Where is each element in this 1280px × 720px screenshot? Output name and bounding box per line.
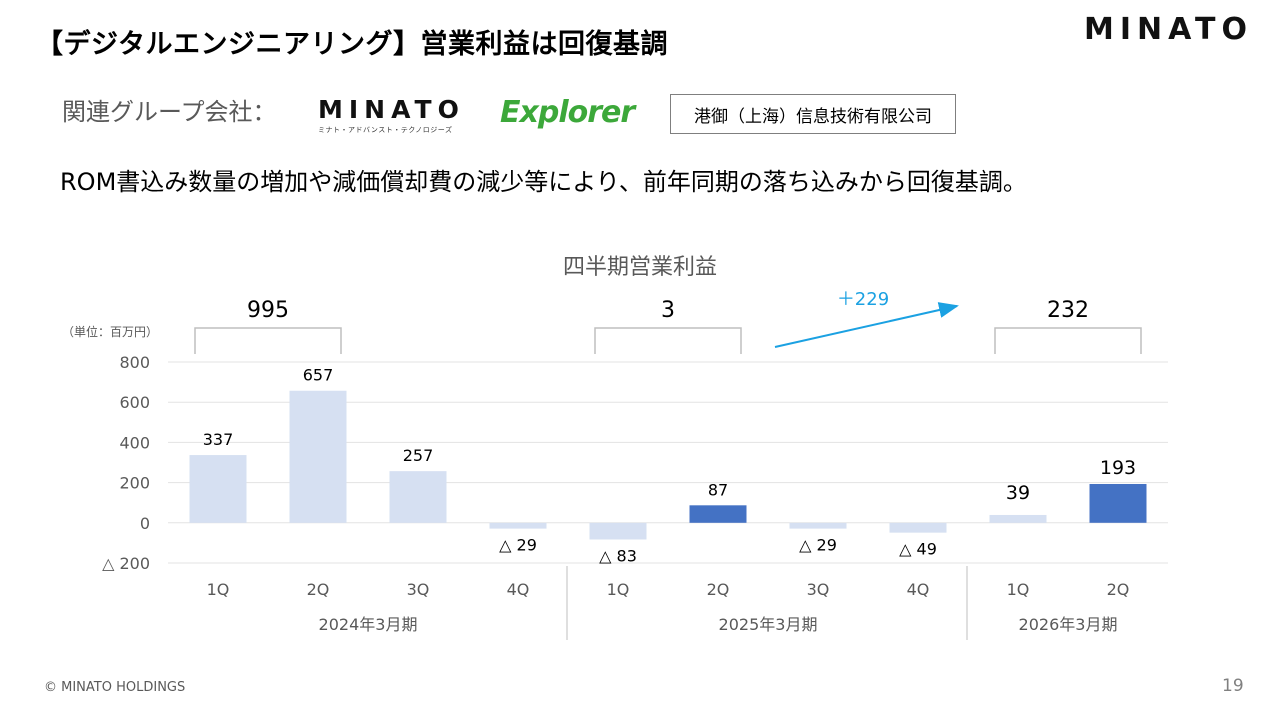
x-tick-label: 1Q — [1007, 580, 1030, 599]
x-tick-label: 2Q — [1107, 580, 1130, 599]
x-tick-label: 3Q — [807, 580, 830, 599]
fiscal-year-label: 2026年3月期 — [1019, 615, 1118, 634]
bracket-total: 232 — [1047, 298, 1089, 323]
explorer-logo: Explorer — [500, 95, 635, 130]
bar-10 — [1089, 484, 1147, 523]
data-label: 87 — [708, 480, 728, 499]
y-tick-label: 200 — [119, 474, 150, 493]
data-label: △ 29 — [499, 536, 537, 555]
x-tick-label: 2Q — [707, 580, 730, 599]
x-tick-label: 1Q — [207, 580, 230, 599]
y-tick-label: △ 200 — [102, 554, 150, 573]
y-tick-label: 400 — [119, 433, 150, 452]
fiscal-year-label: 2025年3月期 — [719, 615, 818, 634]
chart-title: 四半期営業利益 — [563, 255, 717, 280]
bracket — [594, 327, 742, 354]
unit-label: （単位：百万円） — [62, 324, 158, 339]
change-arrow — [774, 302, 959, 348]
group-companies-label: 関連グループ会社： — [62, 98, 277, 126]
bar-5 — [589, 522, 647, 540]
data-label: 657 — [303, 366, 334, 385]
bar-2 — [289, 390, 347, 523]
page-title: 【デジタルエンジニアリング】営業利益は回復基調 — [36, 29, 668, 60]
minato-advanced-logo: MINATO ミナト・アドバンスト・テクノロジーズ — [318, 96, 465, 135]
total-brackets: 995 3 232 — [194, 298, 1142, 354]
shanghai-company-box: 港御（上海）信息技術有限公司 — [670, 94, 956, 134]
bracket — [994, 327, 1142, 354]
y-tick-label: 0 — [140, 514, 150, 533]
data-label: 257 — [403, 446, 434, 465]
bar-6 — [689, 505, 747, 523]
bar-7 — [789, 522, 847, 529]
bar-9 — [989, 514, 1047, 523]
summary-text: ROM書込み数量の増加や減価償却費の減少等により、前年同期の落ち込みから回復基調… — [60, 168, 1027, 196]
bracket-total: 995 — [247, 298, 289, 323]
x-tick-label: 4Q — [907, 580, 930, 599]
x-tick-label: 3Q — [407, 580, 430, 599]
data-label: 39 — [1006, 482, 1030, 504]
data-label: △ 49 — [899, 540, 937, 559]
bracket-total: 3 — [661, 298, 675, 323]
page-number: 19 — [1222, 676, 1244, 696]
x-tick-label: 1Q — [607, 580, 630, 599]
data-label: △ 29 — [799, 536, 837, 555]
y-tick-label: 600 — [119, 393, 150, 412]
brand-logo: MINATO — [1084, 12, 1253, 47]
x-tick-label: 4Q — [507, 580, 530, 599]
data-label: 337 — [203, 430, 234, 449]
data-label: 193 — [1100, 457, 1136, 479]
fiscal-year-label: 2024年3月期 — [319, 615, 418, 634]
y-tick-label: 800 — [119, 353, 150, 372]
bar-1 — [189, 455, 247, 523]
y-axis: 800 600 400 200 0 △ 200 — [102, 353, 150, 573]
minato-logo-subtext: ミナト・アドバンスト・テクノロジーズ — [318, 126, 453, 134]
bar-4 — [489, 522, 547, 529]
data-labels: 337 657 257 △ 29 △ 83 87 △ 29 △ 49 39 193 — [203, 366, 1136, 566]
bracket — [194, 327, 342, 354]
bars — [189, 390, 1147, 540]
bar-3 — [389, 471, 447, 523]
copyright: © MINATO HOLDINGS — [44, 680, 186, 695]
x-axis: 1Q 2Q 3Q 4Q 1Q 2Q 3Q 4Q 1Q 2Q 2024年3月期 2025年3月期 2026… — [207, 566, 1130, 640]
data-label: △ 83 — [599, 546, 637, 565]
change-annotation: ＋229 — [837, 289, 889, 310]
bar-8 — [889, 522, 947, 533]
minato-logo-text: MINATO — [318, 95, 465, 124]
x-tick-label: 2Q — [307, 580, 330, 599]
